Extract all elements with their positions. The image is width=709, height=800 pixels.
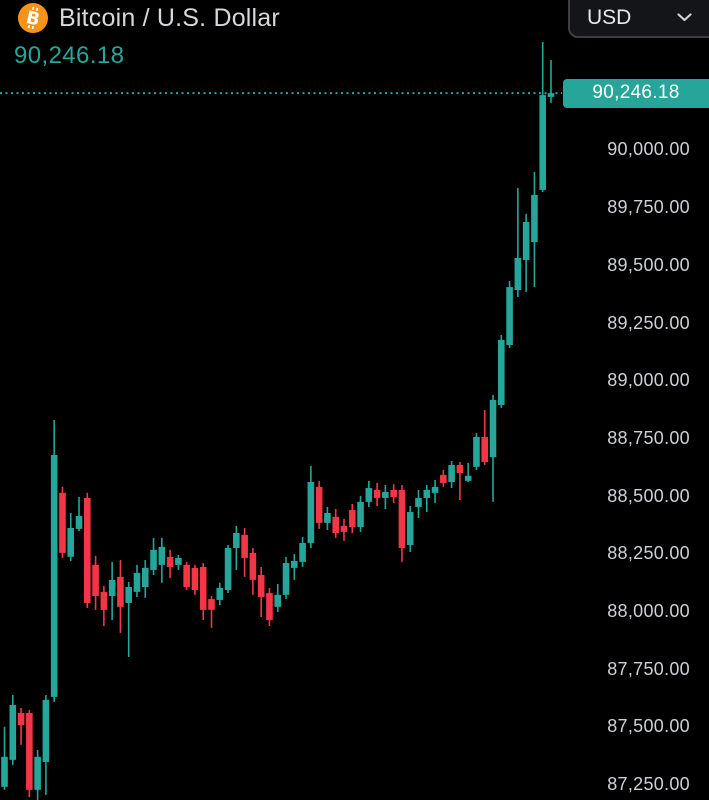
candle-body xyxy=(100,591,108,610)
candle-body xyxy=(464,475,472,481)
candle-body xyxy=(249,552,257,580)
currency-selector-button[interactable]: USD xyxy=(568,0,709,38)
candle-body xyxy=(332,516,339,534)
price-axis[interactable]: 90,000.00 89,750.00 89,500.00 89,250.00 89,0… xyxy=(556,0,709,800)
candle-body xyxy=(315,486,323,523)
candle-body xyxy=(547,93,555,97)
candle-body xyxy=(489,399,497,458)
price-axis-tick-label: 87,250.00 xyxy=(607,774,690,795)
candle-body xyxy=(390,489,397,498)
symbol-title: Bitcoin / U.S. Dollar xyxy=(59,3,280,32)
candle-body xyxy=(9,704,17,760)
candle-body xyxy=(431,486,439,493)
price-axis-tick-label: 89,000.00 xyxy=(607,370,690,391)
candle-body xyxy=(199,566,207,610)
candle-body xyxy=(539,95,546,190)
candle-body xyxy=(125,587,132,603)
candle-body xyxy=(291,560,298,568)
candle-body xyxy=(17,713,25,726)
candle-body xyxy=(506,287,513,345)
price-axis-tick-label: 87,750.00 xyxy=(607,658,690,679)
candle-body xyxy=(324,512,331,523)
price-axis-tick-label: 89,750.00 xyxy=(607,197,690,218)
candle-body xyxy=(382,491,389,498)
price-axis-tick-label: 88,250.00 xyxy=(607,543,690,564)
candle-body xyxy=(531,194,538,243)
candle-body xyxy=(473,437,480,467)
chevron-down-icon xyxy=(677,12,692,21)
candle-body xyxy=(208,599,215,610)
price-axis-tick-label: 88,750.00 xyxy=(607,427,690,448)
price-axis-tick-label: 90,000.00 xyxy=(607,139,690,160)
last-price-badge-value: 90,246.18 xyxy=(592,82,680,104)
bitcoin-icon: B xyxy=(18,3,48,33)
candle-body xyxy=(456,464,464,474)
candle-body xyxy=(34,756,41,790)
candle-body xyxy=(522,221,530,261)
candle-body xyxy=(440,474,447,483)
candle-body xyxy=(514,257,522,291)
price-axis-tick-label: 87,500.00 xyxy=(607,716,690,737)
candle-body xyxy=(299,542,306,562)
candle-body xyxy=(216,587,224,600)
candle-body xyxy=(481,437,489,462)
currency-selector-label: USD xyxy=(587,6,632,29)
candle-body xyxy=(26,713,33,790)
candle-body xyxy=(274,594,282,607)
candle-body xyxy=(406,512,414,546)
candle-body xyxy=(224,548,232,591)
candle-body xyxy=(282,563,290,595)
candle-body xyxy=(348,509,356,528)
candle-body xyxy=(75,515,83,529)
candle-body xyxy=(307,482,315,543)
candle-body xyxy=(166,557,174,567)
candle-body xyxy=(59,492,66,553)
candle-body xyxy=(183,564,190,588)
candle-body xyxy=(233,533,240,549)
candle-body xyxy=(191,567,199,591)
candle-body xyxy=(133,572,141,592)
candle-body xyxy=(42,699,50,762)
price-axis-tick-label: 89,500.00 xyxy=(607,254,690,275)
candle-body xyxy=(117,576,124,607)
candle-body xyxy=(84,497,91,603)
candle-body xyxy=(108,579,116,597)
price-axis-tick-label: 89,250.00 xyxy=(607,312,690,333)
candle-body xyxy=(357,501,364,528)
candle-body xyxy=(1,756,8,787)
price-axis-tick-label: 88,500.00 xyxy=(607,485,690,506)
candle-body xyxy=(415,497,422,507)
candle-body xyxy=(241,534,248,558)
candle-body xyxy=(158,546,166,565)
candle-body xyxy=(365,488,373,502)
candle-body xyxy=(67,527,75,557)
last-price-badge: 90,246.18 xyxy=(563,78,709,108)
price-axis-tick-label: 88,000.00 xyxy=(607,600,690,621)
candle-body xyxy=(448,464,455,483)
candle-body xyxy=(423,489,431,498)
candle-body xyxy=(498,339,505,405)
candle-body xyxy=(175,557,182,565)
candle-body xyxy=(266,593,273,621)
current-price-readout: 90,246.18 xyxy=(14,42,125,69)
candle-body xyxy=(373,489,381,498)
symbol-header: B Bitcoin / U.S. Dollar xyxy=(18,3,280,33)
candle-body xyxy=(92,564,99,597)
candle-body xyxy=(340,525,348,532)
candle-body xyxy=(398,489,406,549)
svg-text:B: B xyxy=(24,8,42,30)
candle-body xyxy=(50,455,58,697)
candle-body xyxy=(141,567,149,588)
candle-body xyxy=(150,549,157,570)
candle-body xyxy=(257,575,265,597)
